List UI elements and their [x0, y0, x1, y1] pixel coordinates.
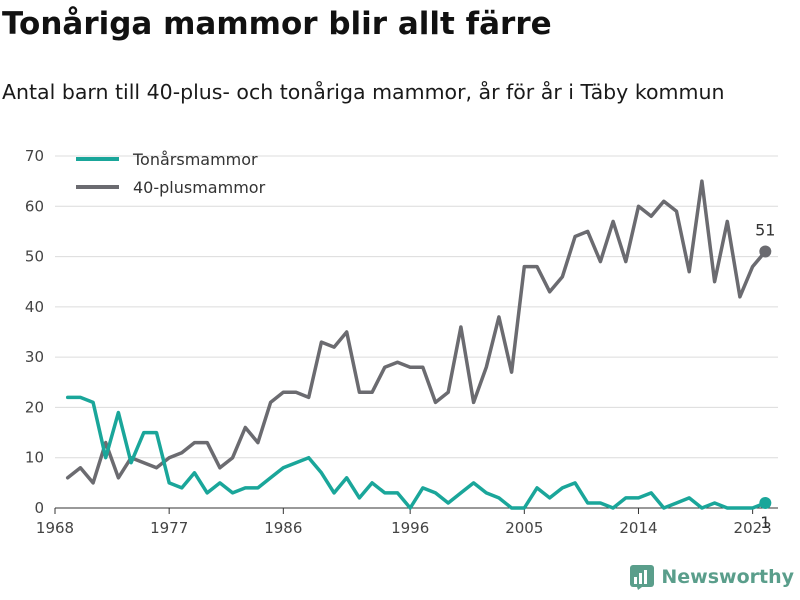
x-tick-label: 2014 [619, 519, 657, 537]
legend-label-40-plusmammor: 40-plusmammor [133, 178, 266, 197]
x-axis: 1968 1977 1986 1996 2005 2014 2023 [36, 508, 772, 537]
x-tick-label: 1968 [36, 519, 74, 537]
bar-chart-icon [630, 565, 655, 590]
y-tick-label: 60 [25, 197, 44, 215]
y-tick-label: 30 [25, 348, 44, 366]
y-axis-tick-labels: 0 10 20 30 40 50 60 70 [25, 147, 44, 517]
x-tick-label: 2023 [734, 519, 772, 537]
chart-title: Tonåriga mammor blir allt färre [2, 6, 552, 42]
x-tick-label: 1986 [264, 519, 302, 537]
x-tick-label: 1977 [150, 519, 188, 537]
y-tick-label: 70 [25, 147, 44, 165]
newsworthy-logo: Newsworthy [629, 564, 794, 590]
end-value-label-40-plusmammor: 51 [755, 221, 775, 240]
series-line-tonarsmammor [65, 395, 768, 510]
legend-label-tonarsmammor: Tonårsmammor [132, 150, 258, 169]
end-point-40-plusmammor [759, 245, 772, 258]
y-tick-label: 0 [34, 499, 44, 517]
series-lines: 51 1 [65, 179, 775, 532]
y-tick-label: 40 [25, 298, 44, 316]
series-line-40-plusmammor [65, 179, 768, 485]
chart-subtitle: Antal barn till 40-plus- och tonåriga ma… [2, 80, 725, 104]
y-tick-label: 20 [25, 398, 44, 416]
y-tick-label: 50 [25, 248, 44, 266]
end-point-tonarsmammor [759, 496, 772, 509]
end-value-label-tonarsmammor: 1 [760, 513, 770, 532]
legend: Tonårsmammor 40-plusmammor [76, 150, 266, 197]
y-tick-label: 10 [25, 449, 44, 467]
brand-name: Newsworthy [661, 566, 794, 588]
x-tick-label: 2005 [505, 519, 543, 537]
x-tick-label: 1996 [391, 519, 429, 537]
